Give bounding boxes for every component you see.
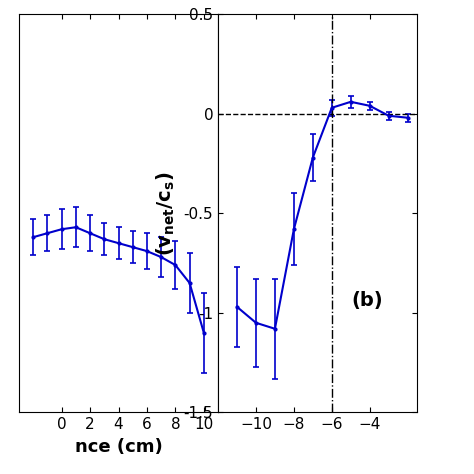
X-axis label: nce (cm): nce (cm): [74, 438, 163, 456]
Y-axis label: (v$_{\mathbf{net}}$/c$_{\mathbf{s}}$): (v$_{\mathbf{net}}$/c$_{\mathbf{s}}$): [155, 171, 177, 255]
Text: (b): (b): [352, 292, 383, 310]
